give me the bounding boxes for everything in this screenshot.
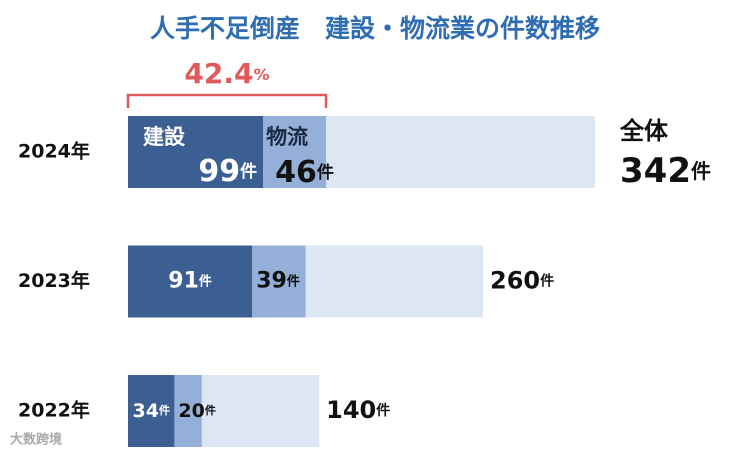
annotation-bracket: [126, 93, 328, 108]
category-label: 2022年: [18, 399, 90, 422]
annotation: 42.4%: [184, 57, 269, 90]
value-unit: 件: [240, 161, 257, 182]
bar-logistics: [252, 245, 306, 318]
watermark: 大数跨境: [10, 432, 62, 448]
value-unit: 件: [317, 162, 334, 183]
value-label: 99件: [198, 154, 257, 189]
value-number: 34: [132, 400, 158, 422]
value-label: 260件: [490, 267, 554, 295]
value-number: 260: [490, 267, 540, 295]
value-number: 342: [620, 151, 691, 191]
value-number: 39: [256, 269, 287, 294]
value-number: 20: [178, 400, 204, 422]
series-name: 物流: [266, 125, 308, 149]
value-unit: 件: [199, 273, 212, 289]
series-name: 全体: [619, 117, 669, 145]
value-unit: 件: [287, 273, 300, 289]
annotation-value: 42.4: [184, 57, 253, 90]
value-label: 20件: [178, 400, 215, 422]
bar-construction: [128, 245, 253, 318]
value-number: 46: [275, 155, 317, 190]
value-unit: 件: [159, 403, 170, 417]
value-label: 39件: [256, 269, 300, 294]
annotation-unit: %: [254, 65, 270, 84]
bar-logistics: [263, 116, 326, 188]
bar-construction: [128, 116, 264, 188]
series-name: 建設: [143, 125, 186, 149]
value-label: 140件: [326, 396, 390, 424]
bar-logistics: [174, 375, 202, 447]
value-label: 46件: [275, 155, 334, 190]
value-label: 91件: [168, 269, 212, 294]
value-number: 140: [326, 396, 376, 424]
chart-title: 人手不足倒産 建設・物流業の件数推移: [150, 14, 600, 43]
value-label: 342件: [620, 151, 711, 191]
value-number: 91: [168, 269, 199, 294]
value-unit: 件: [540, 273, 554, 290]
value-number: 99: [198, 154, 240, 189]
value-unit: 件: [205, 403, 216, 417]
value-unit: 件: [691, 159, 711, 183]
value-unit: 件: [376, 402, 390, 419]
bar-construction: [128, 375, 175, 447]
category-label: 2024年: [18, 140, 90, 163]
value-label: 34件: [132, 400, 169, 422]
category-label: 2023年: [18, 269, 90, 292]
